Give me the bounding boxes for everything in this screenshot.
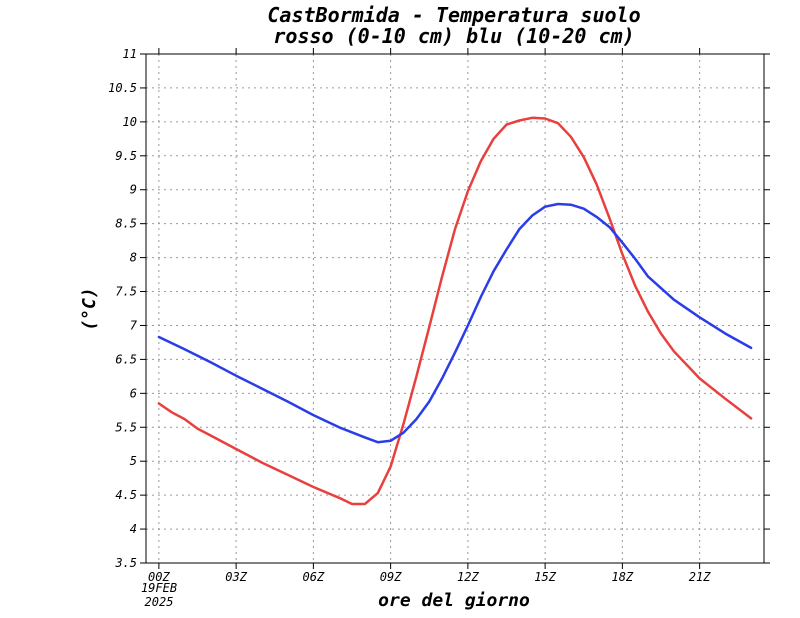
x-tick-label: 00Z xyxy=(148,570,170,584)
y-tick-label: 9 xyxy=(130,183,137,197)
y-tick-label: 8.5 xyxy=(115,217,137,231)
y-tick-label: 8 xyxy=(130,251,137,265)
y-tick-label: 10.5 xyxy=(108,81,137,95)
y-tick-label: 3.5 xyxy=(114,556,137,570)
y-tick-label: 7.5 xyxy=(115,285,137,299)
x-tick-label: 12Z xyxy=(457,570,479,584)
y-tick-label: 11 xyxy=(123,47,137,61)
series-line xyxy=(157,116,753,506)
x-tick-label: 09Z xyxy=(380,570,402,584)
y-tick-label: 4 xyxy=(130,522,137,536)
plot-frame xyxy=(145,53,765,564)
x-date-label-year: 2025 xyxy=(145,595,174,609)
x-tick-label: 03Z xyxy=(225,570,247,584)
y-tick-label: 6.5 xyxy=(115,352,137,366)
chart-subtitle: rosso (0-10 cm) blu (10-20 cm) xyxy=(273,24,634,48)
y-axis-label: (°C) xyxy=(79,287,100,330)
series-line xyxy=(157,202,753,444)
data-series xyxy=(157,116,753,506)
x-tick-label: 18Z xyxy=(612,570,634,584)
x-tick-label: 21Z xyxy=(689,570,711,584)
x-tick-label: 15Z xyxy=(534,570,556,584)
y-tick-label: 5.5 xyxy=(115,420,137,434)
y-tick-label: 9.5 xyxy=(115,149,137,163)
y-tick-label: 10 xyxy=(123,115,137,129)
y-tick-label: 5 xyxy=(130,454,137,468)
y-tick-label: 7 xyxy=(130,318,138,332)
x-axis-label: ore del giorno xyxy=(378,590,530,611)
x-tick-label: 06Z xyxy=(303,570,325,584)
y-tick-label: 4.5 xyxy=(115,488,137,502)
chart-title: CastBormida - Temperatura suolo xyxy=(267,3,640,27)
y-tick-label: 6 xyxy=(130,386,137,400)
x-date-label-day: 19FEB xyxy=(141,581,177,595)
gridlines xyxy=(146,54,764,563)
axis-ticks: 3.5 4 4.5 5 5.5 6 6.5 7 7.5 8 8.5 9 9.5 10 10.5 11 00Z 03… xyxy=(108,47,770,584)
